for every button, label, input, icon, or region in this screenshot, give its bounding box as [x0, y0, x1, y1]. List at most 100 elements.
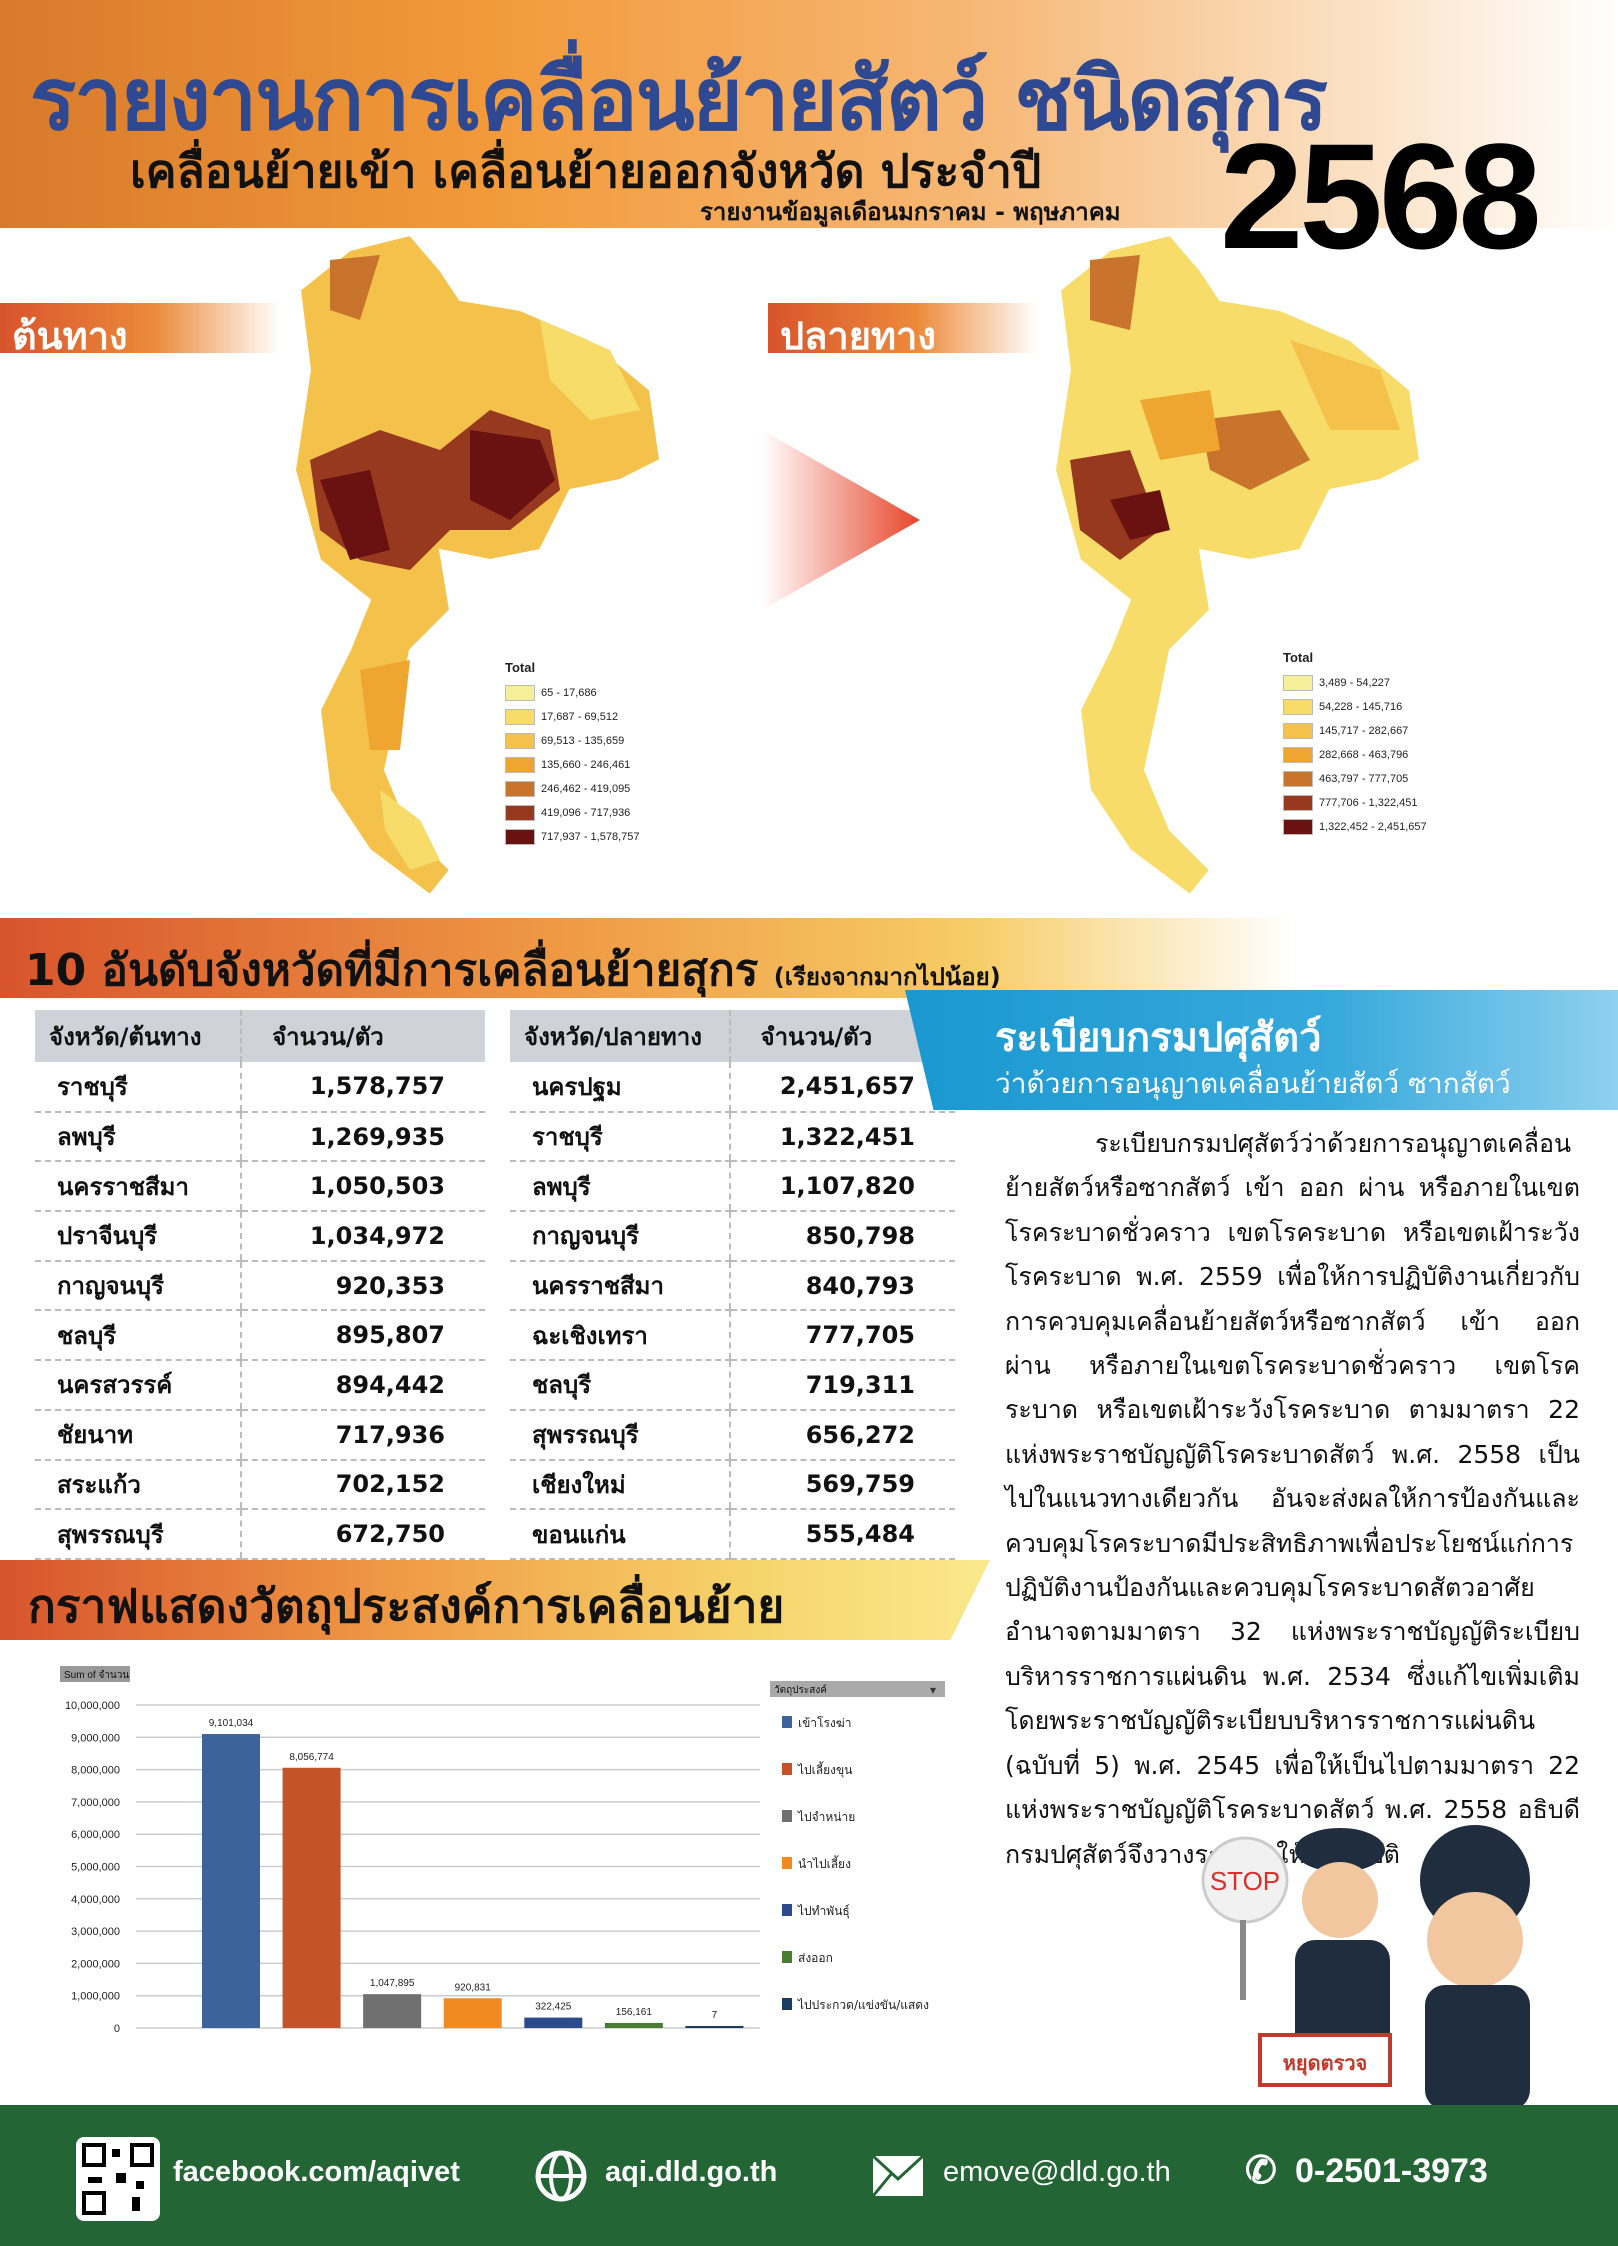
qr-code-icon[interactable] — [76, 2137, 160, 2221]
y-tick-label: 4,000,000 — [71, 1894, 120, 1906]
y-tick-label: 2,000,000 — [71, 1958, 120, 1970]
province-cell: ลพบุรี — [35, 1111, 242, 1163]
legend-filter-box — [770, 1681, 945, 1697]
legend-swatch — [505, 685, 535, 701]
table-row: นครราชสีมา 840,793 — [510, 1260, 955, 1312]
legend-label: 65 - 17,686 — [541, 687, 597, 699]
legend-title: Total — [1283, 650, 1314, 665]
legend-label: 135,660 - 246,461 — [541, 759, 631, 771]
legend-label: 69,513 - 135,659 — [541, 735, 625, 747]
province-cell: นครราชสีมา — [35, 1161, 242, 1213]
province-cell: ชลบุรี — [510, 1360, 730, 1411]
legend-item: 419,096 - 717,936 — [505, 801, 639, 825]
table-row: ชลบุรี 895,807 — [35, 1310, 485, 1362]
legend-label: ไปเลี้ยงขุน — [797, 1761, 852, 1778]
province-cell: นครปฐม — [510, 1062, 730, 1113]
legend-label: 246,462 - 419,095 — [541, 783, 631, 795]
email-icon — [872, 2155, 924, 2197]
legend-label: 463,797 - 777,705 — [1319, 773, 1409, 785]
legend-swatch — [1283, 795, 1313, 811]
legend-item: 717,937 - 1,578,757 — [505, 825, 639, 849]
globe-icon — [535, 2150, 587, 2202]
legend-label: 54,228 - 145,716 — [1319, 701, 1403, 713]
legend-item: 246,462 - 419,095 — [505, 777, 639, 801]
table-row: ชัยนาท 717,936 — [35, 1409, 485, 1461]
legend-label: ไปจำหน่าย — [797, 1810, 855, 1824]
report-period: รายงานข้อมูลเดือนมกราคม - พฤษภาคม — [700, 198, 1121, 226]
count-cell: 702,152 — [240, 1459, 485, 1511]
phone-number[interactable]: 0-2501-3973 — [1295, 2152, 1488, 2190]
bar — [282, 1767, 341, 2028]
province-cell: กาญจนบุรี — [35, 1260, 242, 1312]
destination-legend: Total 3,489 - 54,227 54,228 - 145,716 145,… — [1283, 650, 1427, 839]
y-tick-label: 5,000,000 — [71, 1862, 120, 1874]
origin-legend: Total 65 - 17,686 17,687 - 69,512 69,513 -… — [505, 660, 639, 849]
column-header: จำนวน/ตัว — [240, 1010, 485, 1062]
legend-label: ไปประกวด/แข่งขัน/แสดง — [797, 1998, 929, 2012]
legend-swatch — [1283, 771, 1313, 787]
count-cell: 1,034,972 — [240, 1211, 485, 1262]
table-row: ราชบุรี 1,578,757 — [35, 1062, 485, 1113]
legend-swatch — [782, 1951, 792, 1963]
province-cell: นครสวรรค์ — [35, 1360, 242, 1411]
legend-swatch — [782, 1904, 792, 1916]
y-tick-label: 6,000,000 — [71, 1829, 120, 1841]
destination-map — [1053, 233, 1422, 897]
email-link[interactable]: emove@dld.go.th — [943, 2156, 1171, 2188]
ylabel-box — [60, 1666, 130, 1682]
legend-swatch — [505, 757, 535, 773]
legend-swatch — [505, 805, 535, 821]
table-row: นครปฐม 2,451,657 — [510, 1062, 955, 1113]
legend-swatch — [505, 781, 535, 797]
count-cell: 555,484 — [728, 1509, 955, 1560]
phone-icon: ✆ — [1245, 2150, 1277, 2192]
bar — [202, 1734, 260, 2028]
chart-section-title: กราฟแสดงวัตถุประสงค์การเคลื่อนย้าย — [28, 1579, 785, 1633]
bar-value-label: 920,831 — [455, 1982, 492, 1993]
count-cell: 672,750 — [240, 1509, 485, 1560]
province-cell: ลพบุรี — [510, 1161, 730, 1213]
legend-item: 145,717 - 282,667 — [1283, 719, 1427, 743]
legend-item: 54,228 - 145,716 — [1283, 695, 1427, 719]
bar — [524, 2017, 583, 2028]
legend-label: เข้าโรงฆ่า — [798, 1716, 851, 1730]
legend-swatch — [1283, 699, 1313, 715]
legend-label: 17,687 - 69,512 — [541, 711, 619, 723]
legend-label: 777,706 - 1,322,451 — [1319, 797, 1418, 809]
regulation-body: ระเบียบกรมปศุสัตว์ว่าด้วยการอนุญาตเคลื่อ… — [1005, 1129, 1580, 1869]
legend-item: 17,687 - 69,512 — [505, 705, 639, 729]
table-row: ขอนแก่น 555,484 — [510, 1509, 955, 1560]
legend-title: Total — [505, 660, 536, 675]
header-banner — [0, 0, 1618, 228]
facebook-link[interactable]: facebook.com/aqivet — [173, 2156, 460, 2188]
legend-item: 463,797 - 777,705 — [1283, 767, 1427, 791]
count-cell: 2,451,657 — [728, 1062, 955, 1113]
table-row: ฉะเชิงเทรา 777,705 — [510, 1310, 955, 1362]
table-row: สระแก้ว 702,152 — [35, 1459, 485, 1511]
count-cell: 569,759 — [728, 1459, 955, 1511]
chart-band — [0, 1560, 990, 1640]
origin-table: จังหวัด/ต้นทาง จำนวน/ตัว ราชบุรี 1,578,75… — [35, 1010, 485, 1560]
bar — [363, 1994, 422, 2028]
table-row: ปราจีนบุรี 1,034,972 — [35, 1211, 485, 1262]
bar — [604, 2022, 663, 2028]
table-row: เชียงใหม่ 569,759 — [510, 1459, 955, 1511]
legend-swatch — [782, 1857, 792, 1869]
regulation-title: ระเบียบกรมปศุสัตว์ — [995, 1015, 1322, 1061]
website-link[interactable]: aqi.dld.go.th — [605, 2156, 778, 2188]
bar — [685, 2026, 744, 2028]
legend-item: 1,322,452 - 2,451,657 — [1283, 815, 1427, 839]
legend-swatch — [782, 1716, 792, 1728]
count-cell: 719,311 — [728, 1360, 955, 1411]
page-subtitle: เคลื่อนย้ายเข้า เคลื่อนย้ายออกจังหวัด ปร… — [130, 144, 1042, 198]
legend-title: วัตถุประสงค์ — [774, 1684, 827, 1696]
table-row: ลพบุรี 1,107,820 — [510, 1161, 955, 1213]
count-cell: 717,936 — [240, 1409, 485, 1461]
legend-swatch — [505, 829, 535, 845]
legend-item: 777,706 - 1,322,451 — [1283, 791, 1427, 815]
count-cell: 1,107,820 — [728, 1161, 955, 1213]
legend-swatch — [1283, 675, 1313, 691]
legend-label: 282,668 - 463,796 — [1319, 749, 1409, 761]
count-cell: 777,705 — [728, 1310, 955, 1362]
legend-label: ส่งออก — [798, 1951, 833, 1965]
